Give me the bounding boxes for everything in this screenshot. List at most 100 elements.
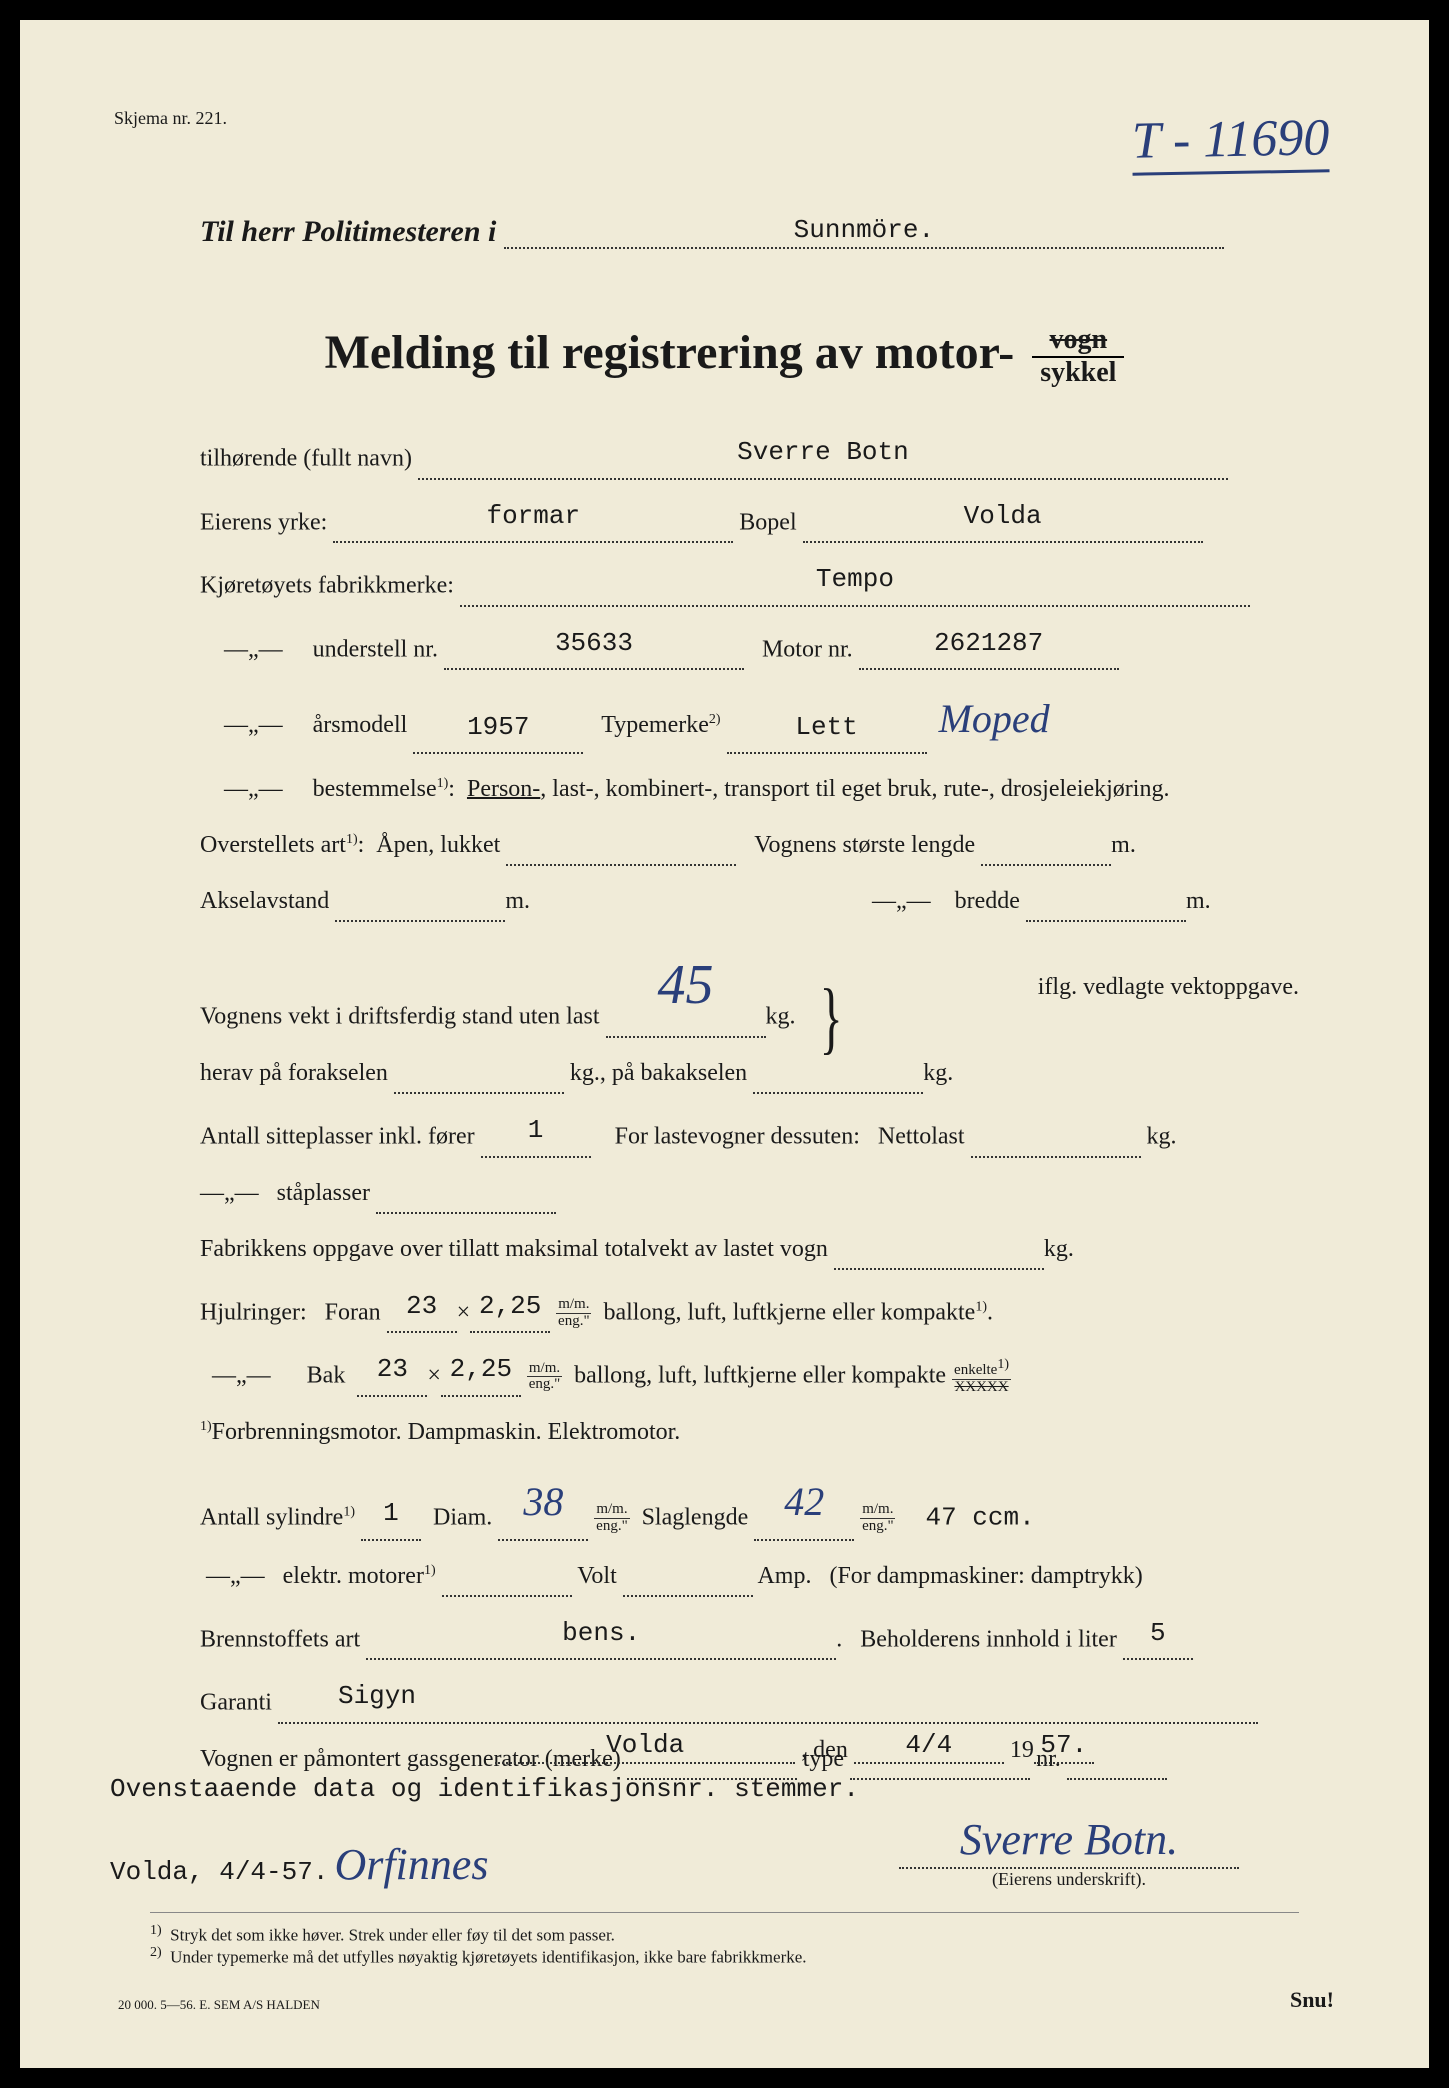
netload-label: Nettolast [878,1124,965,1150]
tires-rear-label: Bak [307,1363,346,1389]
amp-label: Amp. [757,1563,811,1589]
sig-den: , den [801,1737,848,1763]
residence-value: Volda [964,501,1042,531]
seats-label: Antall sitteplasser inkl. fører [200,1124,475,1150]
steam-note: (For dampmaskiner: damptrykk) [829,1563,1142,1589]
owner-label: tilhørende (fullt navn) [200,446,412,472]
registration-number-handwritten: T - 11690 [1131,108,1330,175]
unit-kg-3: kg. [1147,1124,1177,1150]
footnote-2-text: Under typemerke må det utfylles nøyaktig… [170,1948,806,1967]
tires-front-w: 23 [406,1291,437,1321]
chassis-field: 35633 [444,621,744,671]
stroke-label: Slaglengde [642,1504,749,1530]
unit-eng-4: eng." [860,1519,895,1535]
cylinders-label: Antall sylindre [200,1504,343,1530]
vehicle-type-fraction: vogn sykkel [1032,325,1124,389]
body-options: Åpen, lukket [376,832,500,858]
owner-value: Sverre Botn [737,437,909,467]
row-chassis: —„— understell nr. 35633 Motor nr. 26212… [200,621,1299,671]
rear-axle-label: kg., på bakakselen [570,1060,747,1086]
official-signature: Orfinnes [334,1840,488,1889]
type-handwritten: Moped [939,696,1050,741]
occupation-label: Eierens yrke: [200,509,327,535]
row-make: Kjøretøyets fabrikkmerke: Tempo [200,557,1299,607]
unit-mm-3: m/m. [594,1502,629,1519]
sig-bottom-row: Volda, 4/4-57. Orfinnes Sverre Botn. (Ei… [110,1814,1299,1890]
snu-label: Snu! [1290,1987,1334,2013]
diam-value: 38 [523,1479,563,1524]
form-title: Melding til registrering av motor- vogn … [20,325,1429,389]
purpose-label: bestemmelse [313,776,437,802]
unit-mm-1: m/m. [556,1297,591,1314]
front-axle-label: herav på forakselen [200,1060,388,1086]
standing-label: ståplasser [277,1180,370,1206]
elec-label: elektr. motorer [283,1563,424,1589]
footnotes: 1) Stryk det som ikke høver. Strek under… [150,1912,1299,1968]
chassis-value: 35633 [555,628,633,658]
front-axle-field [394,1090,564,1094]
sig-date: 4/4 [905,1730,952,1760]
ditto-5: —„— [200,1180,259,1206]
form-body: tilhørende (fullt navn) Sverre Botn Eier… [200,430,1299,1794]
tires-rear-w: 23 [377,1354,408,1384]
standing-field [376,1210,556,1214]
tank-field: 5 [1123,1611,1193,1661]
unit-m-2: m. [505,888,530,914]
sig-place-field: Volda [495,1730,795,1764]
row-seats: Antall sitteplasser inkl. fører 1 For la… [200,1108,1299,1158]
addressee-line: Til herr Politimesteren i Sunnmöre. [200,215,1249,249]
tires-label: Hjulringer: [200,1299,307,1325]
confirm-line: Ovenstaaende data og identifikasjonsnr. … [110,1774,1299,1804]
width-field [1026,918,1186,922]
warranty-field: Sigyn [278,1674,1258,1724]
tire-kinds-2: ballong, luft, luftkjerne eller kompakte [574,1363,946,1389]
type-field: Lett [727,705,927,755]
diam-field: 38 [498,1467,588,1541]
fuel-field: bens. [366,1611,836,1661]
body-label: Overstellets art [200,832,346,858]
ditto-4: —„— [872,888,931,914]
ditto-3: —„— [224,776,283,802]
motor-no-label: Motor nr. [762,636,853,662]
weight-value: 45 [658,954,714,1016]
tank-value: 5 [1150,1618,1166,1648]
row-year: —„— årsmodell 1957 Typemerke2) Lett Mope… [200,684,1299,754]
row-tires-rear: —„— Bak 23×2,25 m/m.eng." ballong, luft,… [200,1347,1299,1397]
wheelbase-field [335,918,505,922]
tires-front-h: 2,25 [479,1291,541,1321]
unit-kg-2: kg. [923,1060,953,1086]
seats-field: 1 [481,1108,591,1158]
unit-m-1: m. [1111,832,1136,858]
fuel-label: Brennstoffets art [200,1626,360,1652]
unit-kg-4: kg. [1044,1236,1074,1262]
footnote-1: 1) Stryk det som ikke høver. Strek under… [150,1923,1299,1946]
unit-stack-3: m/m.eng." [594,1502,629,1535]
form-number: Skjema nr. 221. [114,108,227,129]
signature-area: Volda , den 4/4 1957. Ovenstaaende data … [110,1730,1299,1900]
unit-stack-2: m/m.eng." [527,1361,562,1394]
unit-stack-4: m/m.eng." [860,1502,895,1535]
owner-signature: Sverre Botn. [899,1814,1239,1869]
make-label: Kjøretøyets fabrikkmerke: [200,573,454,599]
footnote-1-text: Stryk det som ikke høver. Strek under el… [170,1925,615,1944]
tires-rear-h-field: 2,25 [441,1347,521,1397]
motor-no-value: 2621287 [934,628,1043,658]
district-field: Sunnmöre. [504,215,1224,249]
row-standing: —„— ståplasser [200,1172,1299,1214]
alle-struck: XXXXX [952,1380,1011,1396]
length-field [981,862,1111,866]
row-occupation: Eierens yrke: formar Bopel Volda [200,494,1299,544]
row-body: Overstellets art1): Åpen, lukket Vognens… [200,824,1299,866]
row-wheelbase: Akselavstand m. —„— bredde m. [200,880,1299,922]
tires-front-h-field: 2,25 [470,1284,550,1334]
unit-mm-4: m/m. [860,1502,895,1519]
weight-label: Vognens vekt i driftsferdig stand uten l… [200,1004,600,1030]
weight-note: iflg. vedlagte vektoppgave. [1038,966,1299,1008]
volt-field [442,1593,572,1597]
stroke-value: 42 [784,1479,824,1524]
row-purpose: —„— bestemmelse1): Person-, last-, kombi… [200,768,1299,810]
seats-value: 1 [528,1115,544,1145]
fuel-value: bens. [562,1618,640,1648]
row-warranty: Garanti Sigyn [200,1674,1299,1724]
max-total-field [834,1266,1044,1270]
